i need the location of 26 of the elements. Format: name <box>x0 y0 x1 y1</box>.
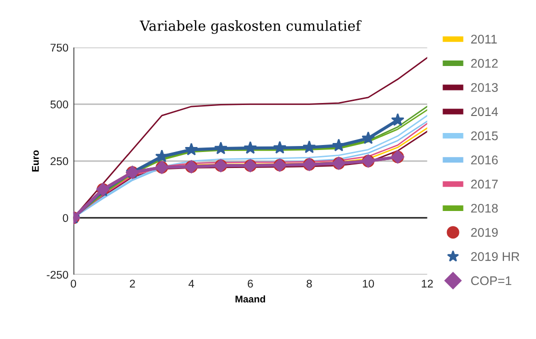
x-tick-label: 8 <box>306 280 312 288</box>
x-tick-label: 6 <box>248 280 253 288</box>
legend-label: 2019 <box>471 228 498 237</box>
legend-label: 2018 <box>471 204 498 213</box>
legend-label: 2012 <box>471 58 498 68</box>
x-axis-title: Maand <box>236 295 266 303</box>
y-tick-label: 0 <box>62 214 68 222</box>
legend-label: 2015 <box>471 131 498 140</box>
legend-label: 2013 <box>471 83 498 92</box>
y-tick-label: 250 <box>50 157 68 166</box>
y-tick-label: 750 <box>50 44 68 52</box>
legend-label: 2011 <box>471 34 497 44</box>
x-tick-label: 12 <box>422 280 433 288</box>
legend-label: 2019 HR <box>471 252 520 261</box>
y-tick-label: -250 <box>46 270 68 279</box>
x-tick-label: 2 <box>130 280 135 288</box>
legend-label: 2016 <box>471 156 498 164</box>
x-tick-label: 4 <box>188 280 194 288</box>
x-tick-label: 0 <box>70 280 76 288</box>
legend-label: 2014 <box>471 107 498 116</box>
legend-label: 2017 <box>471 180 498 189</box>
y-axis-title: Euro <box>32 150 39 172</box>
x-tick-label: 10 <box>362 280 374 288</box>
chart-title: Variabele gaskosten cumulatief <box>140 20 362 34</box>
y-tick-label: 500 <box>50 100 68 108</box>
legend-label: COP=1 <box>471 276 512 286</box>
